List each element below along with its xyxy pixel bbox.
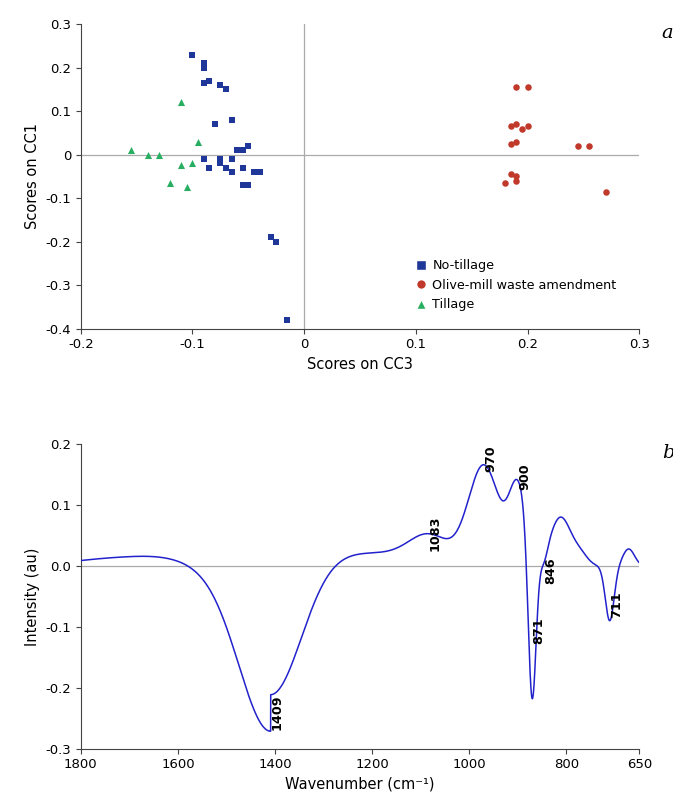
Point [182, 181, 192, 194]
Point [511, 174, 522, 187]
Text: 711: 711 [610, 591, 623, 617]
Point [573, 139, 583, 152]
Text: b: b [662, 444, 673, 462]
Point [187, 48, 198, 61]
Point [232, 144, 242, 157]
Point [583, 139, 594, 152]
Point [215, 157, 226, 170]
Text: 900: 900 [518, 463, 531, 490]
Point [153, 148, 164, 161]
Text: 1083: 1083 [429, 515, 442, 551]
Point [522, 120, 533, 133]
Point [505, 167, 516, 180]
Point [209, 118, 220, 130]
Point [221, 83, 232, 96]
Point [511, 135, 522, 148]
Point [517, 122, 528, 135]
Point [176, 96, 186, 109]
Text: 970: 970 [484, 445, 497, 472]
Point [505, 138, 516, 151]
Y-axis label: Scores on CC1: Scores on CC1 [25, 123, 40, 229]
Point [204, 161, 215, 174]
Point [271, 235, 281, 248]
Point [238, 144, 248, 157]
Point [199, 57, 209, 70]
Point [126, 144, 137, 157]
Point [243, 179, 254, 192]
Point [511, 170, 522, 183]
Point [204, 74, 215, 87]
Point [215, 79, 226, 92]
Point [511, 118, 522, 130]
Point [199, 152, 209, 165]
Point [511, 80, 522, 93]
Point [143, 148, 153, 161]
Point [187, 157, 198, 170]
Point [215, 152, 226, 165]
Point [265, 231, 276, 244]
Point [522, 80, 533, 93]
Text: 846: 846 [544, 558, 557, 584]
Text: 871: 871 [532, 617, 545, 644]
Point [238, 179, 248, 192]
Text: 1409: 1409 [271, 695, 284, 730]
Point [199, 76, 209, 89]
Point [165, 176, 176, 189]
Point [176, 159, 186, 172]
Point [505, 120, 516, 133]
Point [192, 135, 203, 148]
Point [226, 114, 237, 126]
Point [226, 166, 237, 179]
Point [221, 161, 232, 174]
Point [254, 166, 265, 179]
Text: a: a [662, 24, 673, 42]
Y-axis label: Intensity (au): Intensity (au) [25, 547, 40, 646]
Point [243, 139, 254, 152]
X-axis label: Wavenumber (cm⁻¹): Wavenumber (cm⁻¹) [285, 777, 435, 792]
Point [500, 176, 511, 189]
Legend: No-tillage, Olive-mill waste amendment, Tillage: No-tillage, Olive-mill waste amendment, … [409, 254, 622, 316]
Point [238, 161, 248, 174]
Point [248, 166, 259, 179]
Point [600, 185, 611, 198]
Point [226, 152, 237, 165]
Point [282, 313, 293, 326]
X-axis label: Scores on CC3: Scores on CC3 [307, 357, 413, 372]
Point [199, 61, 209, 74]
